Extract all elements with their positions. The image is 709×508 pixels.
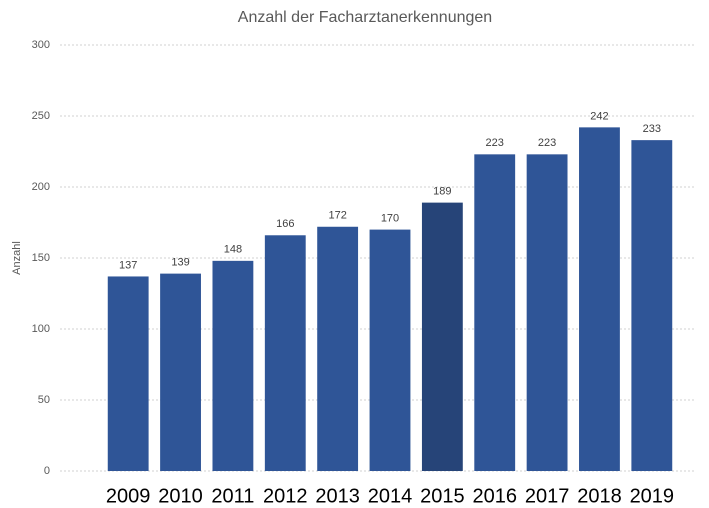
data-label: 137: [119, 259, 137, 271]
y-axis-label: Anzahl: [11, 241, 23, 275]
data-label: 166: [276, 218, 294, 230]
chart-title: Anzahl der Facharztanerkennungen: [238, 9, 492, 26]
bar: [526, 154, 568, 471]
x-tick-label: 2012: [263, 485, 308, 507]
y-tick-label: 0: [44, 465, 50, 477]
bar: [421, 202, 463, 471]
data-label: 223: [486, 137, 504, 149]
x-tick-label: 2011: [211, 485, 254, 507]
bar: [212, 260, 254, 471]
y-tick-label: 250: [32, 110, 50, 122]
data-label: 189: [433, 186, 451, 198]
x-tick-label: 2016: [472, 485, 517, 507]
x-tick-label: 2010: [158, 485, 203, 507]
x-tick-label: 2013: [315, 485, 360, 507]
y-tick-label: 300: [32, 39, 50, 51]
bar: [264, 235, 306, 471]
data-label: 223: [538, 137, 556, 149]
x-tick-label: 2017: [525, 485, 570, 507]
bar: [369, 229, 411, 471]
x-tick-label: 2009: [106, 485, 151, 507]
data-label: 233: [643, 123, 661, 135]
bar: [107, 276, 149, 471]
data-label: 242: [590, 110, 608, 122]
bar: [317, 226, 359, 471]
x-tick-label: 2015: [420, 485, 465, 507]
bar: [631, 140, 673, 471]
y-tick-label: 200: [32, 181, 50, 193]
y-tick-label: 50: [38, 394, 50, 406]
bar: [579, 127, 620, 472]
data-label: 148: [224, 244, 242, 256]
x-tick-label: 2019: [630, 485, 675, 507]
data-label: 172: [328, 210, 346, 222]
bar: [474, 154, 516, 471]
x-tick-label: 2018: [577, 485, 622, 507]
data-label: 139: [171, 257, 189, 269]
x-tick-label: 2014: [368, 485, 413, 507]
bar: [160, 273, 201, 471]
y-tick-label: 150: [32, 252, 50, 264]
data-label: 170: [381, 213, 399, 225]
y-tick-label: 100: [32, 323, 50, 335]
